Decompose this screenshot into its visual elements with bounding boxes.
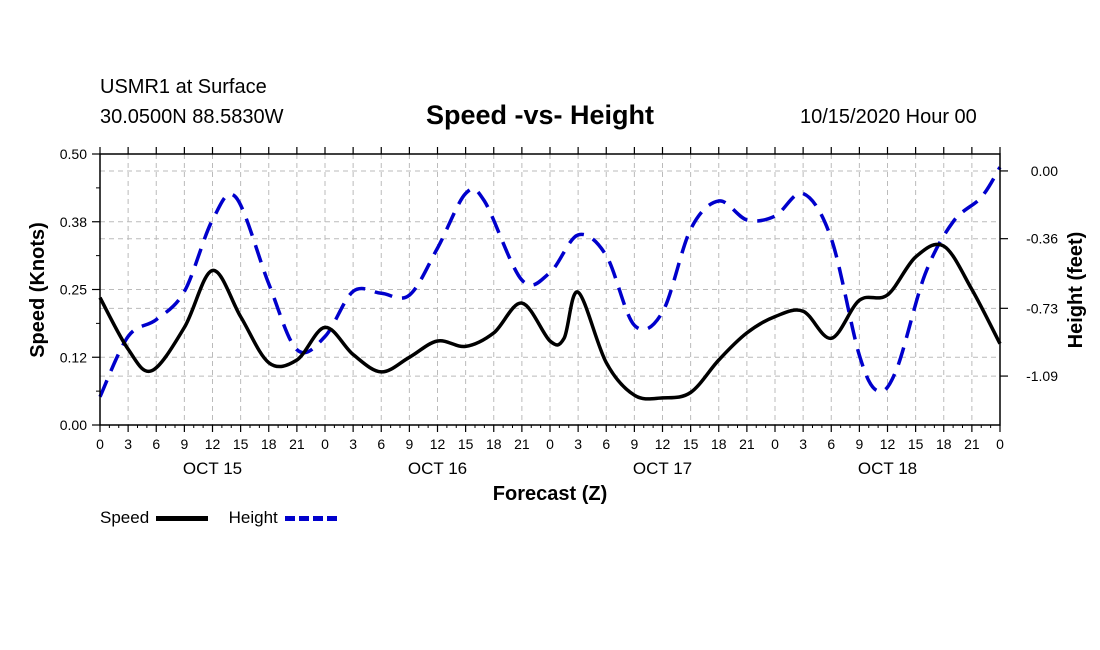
x-tick-label: 9 (855, 436, 863, 452)
x-tick-label: 15 (908, 436, 924, 452)
x-tick-label: 15 (683, 436, 699, 452)
x-tick-label: 9 (405, 436, 413, 452)
y-axis-left-title: Speed (Knots) (27, 222, 49, 358)
x-tick-label: 6 (602, 436, 610, 452)
x-tick-label: 12 (880, 436, 896, 452)
x-tick-label: 6 (827, 436, 835, 452)
x-tick-label: 21 (739, 436, 755, 452)
x-tick-label: 3 (574, 436, 582, 452)
x-tick-label: 0 (771, 436, 779, 452)
x-tick-label: 18 (711, 436, 727, 452)
x-tick-label: 6 (152, 436, 160, 452)
x-tick-label: 18 (486, 436, 502, 452)
y-right-tick-label: -0.36 (1026, 231, 1058, 247)
x-tick-label: 12 (205, 436, 221, 452)
grid (100, 154, 1000, 425)
y-right-tick-label: -1.09 (1026, 368, 1058, 384)
x-tick-label: 21 (964, 436, 980, 452)
x-tick-label: 3 (799, 436, 807, 452)
date-label: OCT 16 (408, 459, 467, 478)
x-tick-label: 3 (349, 436, 357, 452)
date-label: OCT 18 (858, 459, 917, 478)
station-label: USMR1 at Surface (100, 76, 267, 98)
legend-height-swatch (284, 516, 337, 522)
y-left-tick-label: 0.25 (60, 282, 87, 298)
x-tick-label: 21 (289, 436, 305, 452)
series-lines (98, 166, 1002, 401)
y-left-tick-label: 0.50 (60, 146, 87, 162)
x-tick-label: 6 (377, 436, 385, 452)
legend-speed-label: Speed (100, 508, 150, 527)
legend-speed-swatch (155, 516, 208, 522)
x-tick-label: 9 (630, 436, 638, 452)
y-left-tick-label: 0.00 (60, 417, 87, 433)
chart-title: Speed -vs- Height (426, 100, 655, 130)
x-tick-label: 0 (96, 436, 104, 452)
y-axis-right-title: Height (feet) (1065, 232, 1087, 349)
legend: Speed Height (100, 508, 337, 528)
x-tick-label: 15 (233, 436, 249, 452)
tick-labels: 0 3 6 9 12 15 18 21 0 3 6 9 12 15 18 21 0 3 6 9 12 15 18 21 0 3 6 9… (60, 146, 1058, 478)
x-tick-label: 18 (936, 436, 952, 452)
datetime-label: 10/15/2020 Hour 00 (800, 106, 977, 128)
x-tick-label: 9 (180, 436, 188, 452)
y-right-tick-label: 0.00 (1031, 163, 1058, 179)
x-tick-label: 12 (430, 436, 446, 452)
y-left-tick-label: 0.38 (60, 214, 87, 230)
x-tick-label: 0 (996, 436, 1004, 452)
plot-frame (99, 153, 1001, 426)
x-tick-label: 0 (321, 436, 329, 452)
y-left-tick-label: 0.12 (60, 349, 87, 365)
x-axis-title: Forecast (Z) (493, 483, 607, 505)
date-label: OCT 17 (633, 459, 692, 478)
x-tick-label: 3 (124, 436, 132, 452)
legend-height-label: Height (228, 508, 278, 527)
x-tick-label: 0 (546, 436, 554, 452)
coordinates-label: 30.0500N 88.5830W (100, 106, 284, 128)
x-tick-label: 15 (458, 436, 474, 452)
y-right-tick-label: -0.73 (1026, 300, 1058, 316)
x-tick-label: 21 (514, 436, 530, 452)
series-line-speed (98, 242, 1002, 401)
x-tick-label: 18 (261, 436, 277, 452)
series-line-height (98, 166, 1002, 398)
date-label: OCT 15 (183, 459, 242, 478)
x-tick-label: 12 (655, 436, 671, 452)
